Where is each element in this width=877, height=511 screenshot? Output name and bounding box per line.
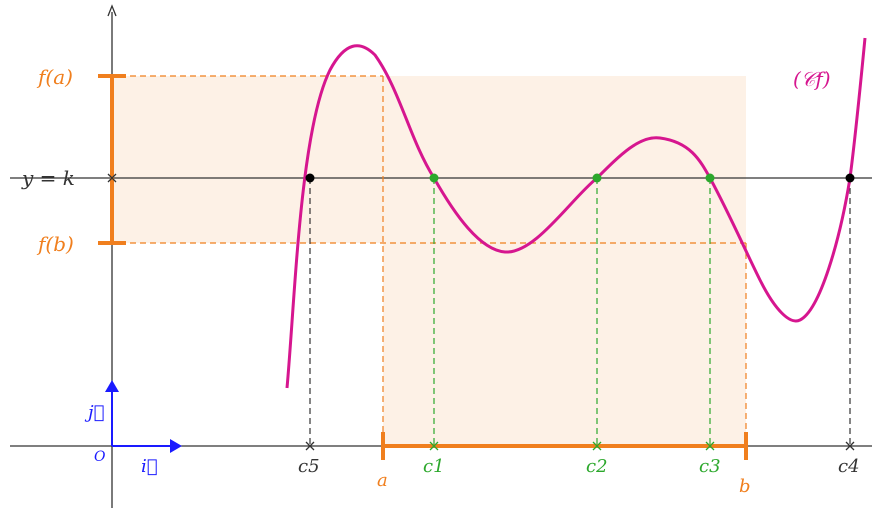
y-axis-arrow [107, 4, 117, 17]
tick-yk [107, 173, 117, 183]
tick-c1 [429, 441, 439, 451]
label-i: i⃗ [141, 456, 158, 477]
shaded-region [383, 76, 746, 446]
tick-c3 [705, 441, 715, 451]
label-c4: c4 [838, 456, 860, 477]
label-c3: c3 [699, 456, 721, 477]
label-b: b [739, 476, 751, 497]
point-c4 [845, 173, 855, 183]
label-fa: f(a) [36, 65, 73, 89]
label-yk: y = k [21, 166, 75, 190]
label-c1: c1 [423, 456, 445, 477]
point-c5 [305, 173, 315, 183]
point-c1 [429, 173, 439, 183]
vector-j-head [105, 380, 119, 392]
tick-c4 [845, 441, 855, 451]
label-j: j⃗ [84, 402, 104, 423]
tick-c2 [592, 441, 602, 451]
label-fb: f(b) [36, 232, 74, 256]
vector-i-head [170, 439, 182, 453]
curve-cf [285, 37, 867, 389]
label-a: a [377, 470, 388, 491]
point-c2 [592, 173, 602, 183]
label-c5: c5 [298, 456, 320, 477]
tick-c5 [305, 441, 315, 451]
label-cf: (𝒞f) [793, 67, 831, 91]
label-origin: O [94, 449, 106, 465]
point-c3 [705, 173, 715, 183]
shaded-band [112, 76, 383, 243]
label-c2: c2 [586, 456, 608, 477]
